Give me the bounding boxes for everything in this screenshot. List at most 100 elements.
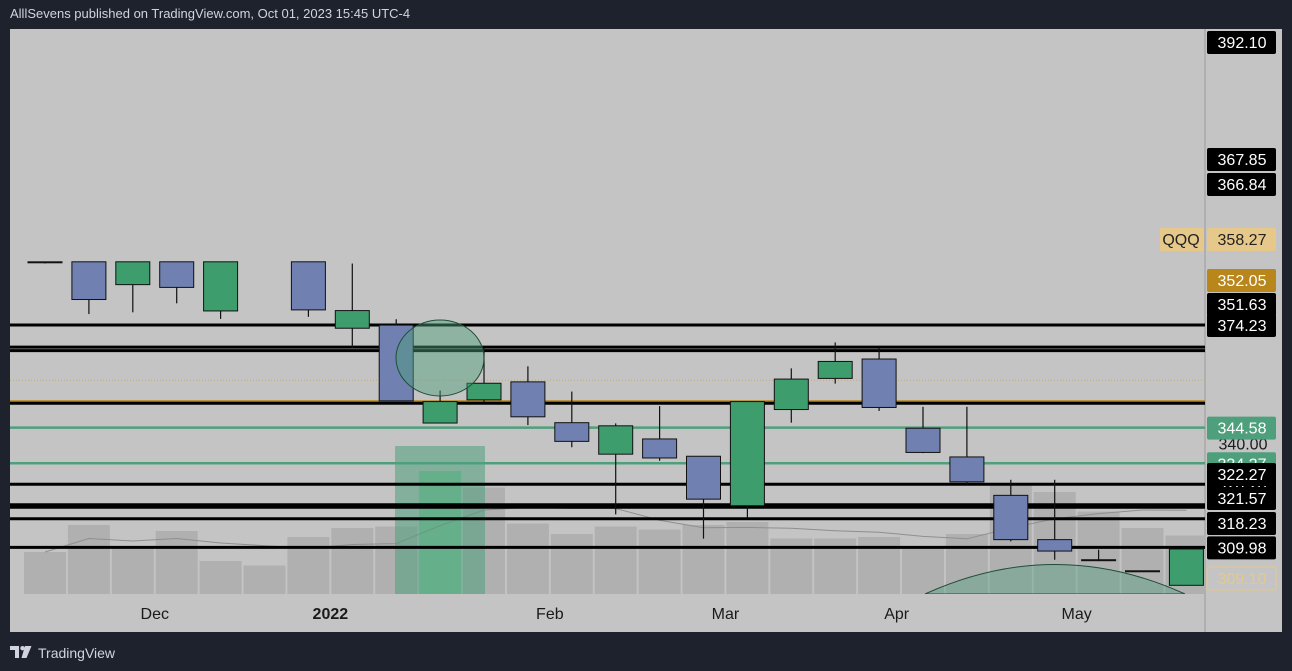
candle[interactable] <box>1125 570 1160 573</box>
price-label: 309.98 <box>1218 540 1267 557</box>
candle[interactable] <box>1081 549 1117 562</box>
volume-bar <box>902 546 944 594</box>
volume-bar <box>111 546 154 594</box>
last-price-label-bg <box>1207 228 1276 251</box>
volume-bar <box>243 565 286 594</box>
candle-body <box>1081 559 1117 562</box>
candle[interactable] <box>729 401 765 518</box>
x-tick-label: Apr <box>884 606 910 623</box>
candle[interactable] <box>27 261 63 264</box>
price-label-bg <box>1207 148 1276 171</box>
candle[interactable] <box>817 342 853 384</box>
volume-bar <box>726 522 769 594</box>
price-label: 322.27 <box>1218 467 1267 484</box>
price-label: 344.58 <box>1218 421 1267 438</box>
candle[interactable] <box>686 455 721 539</box>
candle-body <box>554 422 590 442</box>
candle[interactable] <box>510 366 546 426</box>
candle-body <box>773 378 809 411</box>
candle-body <box>598 425 634 455</box>
candle-body <box>1168 548 1204 586</box>
green-ellipse <box>395 319 485 397</box>
candle[interactable] <box>115 261 151 313</box>
candle[interactable] <box>1037 479 1073 560</box>
x-tick-label: Mar <box>712 606 740 623</box>
symbol-tag-bg <box>1160 228 1204 251</box>
publisher-header: AlllSevens published on TradingView.com,… <box>10 6 411 21</box>
candle-body <box>729 401 765 507</box>
candle-body <box>290 261 326 311</box>
candle[interactable] <box>773 368 809 423</box>
last-price-label: 358.27 <box>1218 232 1267 249</box>
candle-body <box>466 382 502 401</box>
footer: TradingView <box>10 643 115 663</box>
candle[interactable] <box>1168 548 1204 586</box>
volume-bar <box>550 534 593 594</box>
time-axis[interactable] <box>10 594 1282 632</box>
price-label-bg <box>1207 269 1276 292</box>
price-label-top-bg <box>1207 31 1276 54</box>
candle-body <box>1037 539 1073 552</box>
price-label-bg <box>1207 512 1276 535</box>
candle[interactable] <box>334 263 370 349</box>
candle-body <box>993 494 1029 541</box>
price-label: 374.23 <box>1218 318 1267 335</box>
volume-bar <box>858 537 901 594</box>
candle[interactable] <box>554 391 590 448</box>
candle[interactable] <box>993 479 1029 542</box>
candle-body <box>510 381 546 418</box>
tradingview-logo-icon[interactable] <box>10 645 32 661</box>
candle-body <box>71 261 107 301</box>
candle[interactable] <box>642 406 678 461</box>
price-label: 318.23 <box>1218 516 1267 533</box>
volume-bar <box>506 523 549 594</box>
price-label: 352.05 <box>1218 273 1267 290</box>
y-tick-label: 340.00 <box>1219 436 1268 453</box>
x-tick-label: 2022 <box>313 606 349 623</box>
price-label: 351.63 <box>1218 297 1267 314</box>
candle-body <box>905 427 941 453</box>
volume-bar <box>155 531 198 594</box>
candle-body <box>642 438 678 459</box>
x-tick-label: Feb <box>536 606 564 623</box>
candle[interactable] <box>905 406 941 454</box>
secondary-price-label-bg <box>1206 566 1277 591</box>
candle-body <box>949 456 985 483</box>
price-label-bg <box>1207 416 1276 440</box>
candle[interactable] <box>422 390 458 424</box>
candle[interactable] <box>949 406 985 485</box>
candle[interactable] <box>861 348 897 411</box>
green-arc <box>924 564 1186 594</box>
candle[interactable] <box>290 261 326 317</box>
candle-body <box>27 261 63 264</box>
symbol-tag: QQQ <box>1162 232 1199 249</box>
candle[interactable] <box>598 423 634 515</box>
volume-bar <box>287 537 330 594</box>
volume-bar <box>945 534 988 594</box>
volume-bar <box>331 528 374 594</box>
candle-body <box>817 360 853 379</box>
candle-body <box>115 261 151 286</box>
price-label-bg <box>1207 293 1276 316</box>
plot-content <box>10 261 1205 594</box>
candle-body <box>159 261 195 288</box>
volume-bar <box>594 526 637 594</box>
price-label-top: 392.10 <box>1218 35 1267 52</box>
candle-body <box>422 401 458 424</box>
secondary-price-label: 309.10 <box>1218 571 1267 588</box>
candle[interactable] <box>159 261 195 304</box>
candle[interactable] <box>203 261 239 319</box>
price-label-bg <box>1207 536 1276 560</box>
candle-body <box>861 358 897 408</box>
candle[interactable] <box>71 261 107 315</box>
candle-body <box>686 455 721 500</box>
tradingview-brand[interactable]: TradingView <box>38 645 116 661</box>
volume-bar <box>638 529 681 594</box>
x-tick-label: May <box>1062 606 1092 623</box>
price-label: 366.84 <box>1218 177 1267 194</box>
price-label-bg <box>1207 463 1276 486</box>
x-tick-label: Dec <box>141 606 169 623</box>
candle-body <box>334 310 370 329</box>
volume-bar <box>199 561 242 594</box>
